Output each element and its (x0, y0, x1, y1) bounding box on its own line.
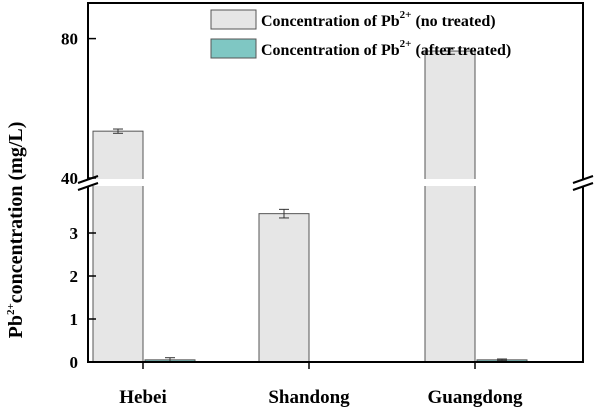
axis-break-mark (77, 175, 99, 184)
bar (258, 213, 310, 363)
x-tick-label: Shandong (268, 387, 350, 408)
legend-swatch-after-treated (210, 38, 257, 59)
y-tick-label: 2 (70, 267, 79, 286)
axis-break-cover (80, 179, 96, 186)
axis-break-mark (572, 175, 594, 184)
legend-label-after-treated: Concentration of Pb2+ (after treated) (261, 38, 511, 59)
axis-break-mark (77, 182, 99, 191)
legend-swatch-no-treated (210, 9, 257, 30)
axis-break-gap (89, 179, 582, 186)
axis-break-cover (575, 179, 591, 186)
y-tick-label: 1 (70, 310, 79, 329)
axis-break-mark (572, 182, 594, 191)
bar (92, 130, 144, 363)
y-tick-label: 3 (70, 224, 79, 243)
x-tick-label: Guangdong (427, 387, 523, 408)
axes-layer (77, 2, 594, 369)
y-tick-label: 0 (70, 353, 79, 372)
legend-label-no-treated: Concentration of Pb2+ (no treated) (261, 9, 496, 30)
y-tick-label: 40 (61, 169, 78, 188)
bars-layer (89, 47, 582, 363)
y-axis-label: Pb2+concentration (mg/L) (5, 122, 27, 339)
y-tick-label: 80 (61, 30, 78, 49)
legend: Concentration of Pb2+ (no treated) Conce… (210, 9, 511, 59)
bar (424, 50, 476, 363)
labels-layer: 0 1 2 3 40 80 Hebei Shandong Guangdong (61, 30, 523, 408)
x-tick-label: Hebei (119, 387, 167, 408)
